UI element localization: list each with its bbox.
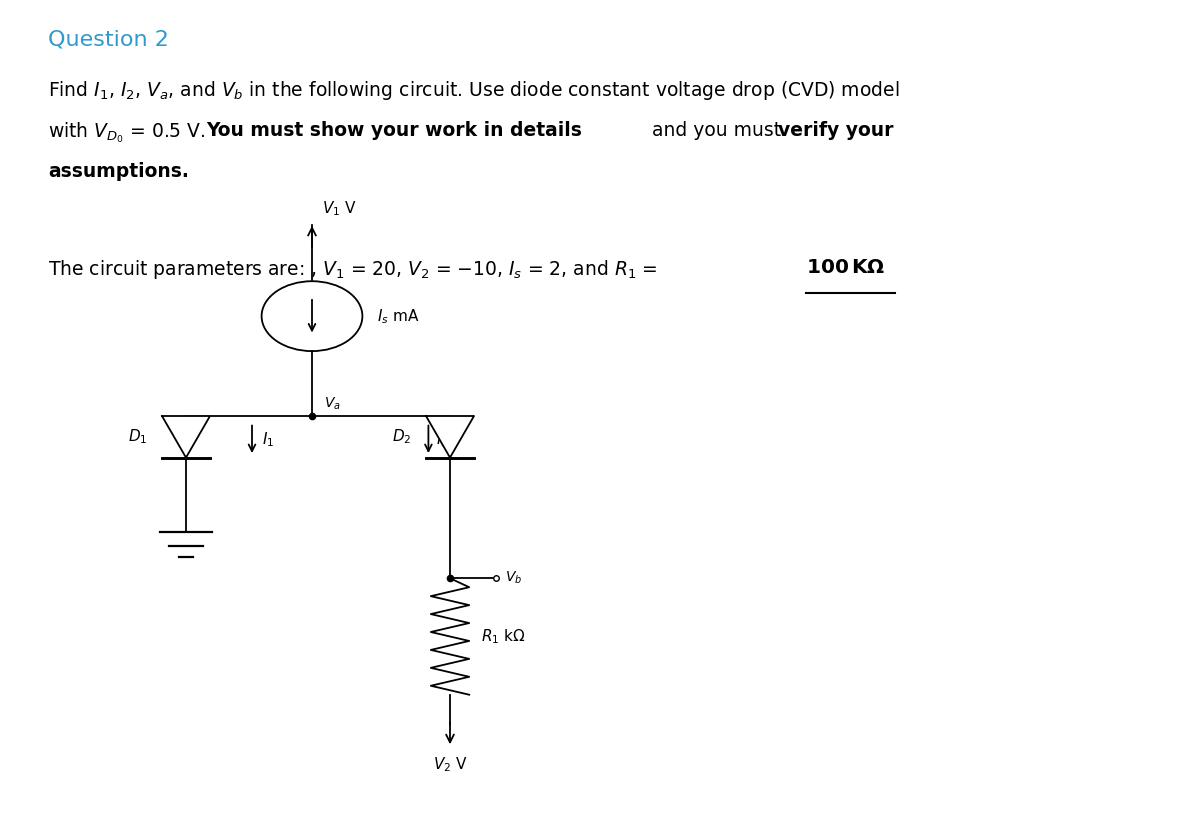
Text: $V_a$: $V_a$ (324, 395, 341, 412)
Text: You must show your work in details: You must show your work in details (206, 121, 582, 140)
Polygon shape (162, 416, 210, 458)
Text: and you must: and you must (646, 121, 787, 140)
Text: verify your: verify your (778, 121, 893, 140)
Text: $V_b$: $V_b$ (505, 570, 522, 587)
Text: $D_1$: $D_1$ (128, 428, 148, 446)
Text: Question 2: Question 2 (48, 29, 169, 49)
Text: $\mathbf{100\,K\Omega}$: $\mathbf{100\,K\Omega}$ (806, 258, 886, 277)
Polygon shape (426, 416, 474, 458)
Text: Find $I_1$, $I_2$, $V_a$, and $V_b$ in the following circuit. Use diode constant: Find $I_1$, $I_2$, $V_a$, and $V_b$ in t… (48, 79, 900, 102)
Text: $V_1$ V: $V_1$ V (322, 200, 356, 218)
Text: $I_s$ mA: $I_s$ mA (377, 307, 419, 325)
Text: $R_1$ k$\Omega$: $R_1$ k$\Omega$ (481, 627, 526, 646)
Text: with $V_{D_0}$ = 0.5 V.: with $V_{D_0}$ = 0.5 V. (48, 121, 208, 146)
Text: $I_2$: $I_2$ (436, 430, 448, 448)
Text: $D_2$: $D_2$ (392, 428, 412, 446)
Text: assumptions.: assumptions. (48, 162, 188, 181)
Text: $V_2$ V: $V_2$ V (432, 755, 468, 774)
Text: $I_1$: $I_1$ (262, 430, 274, 448)
Text: The circuit parameters are: , $V_1$ = 20, $V_2$ = $-$10, $I_s$ = 2, and $R_1$ =: The circuit parameters are: , $V_1$ = 20… (48, 258, 660, 281)
